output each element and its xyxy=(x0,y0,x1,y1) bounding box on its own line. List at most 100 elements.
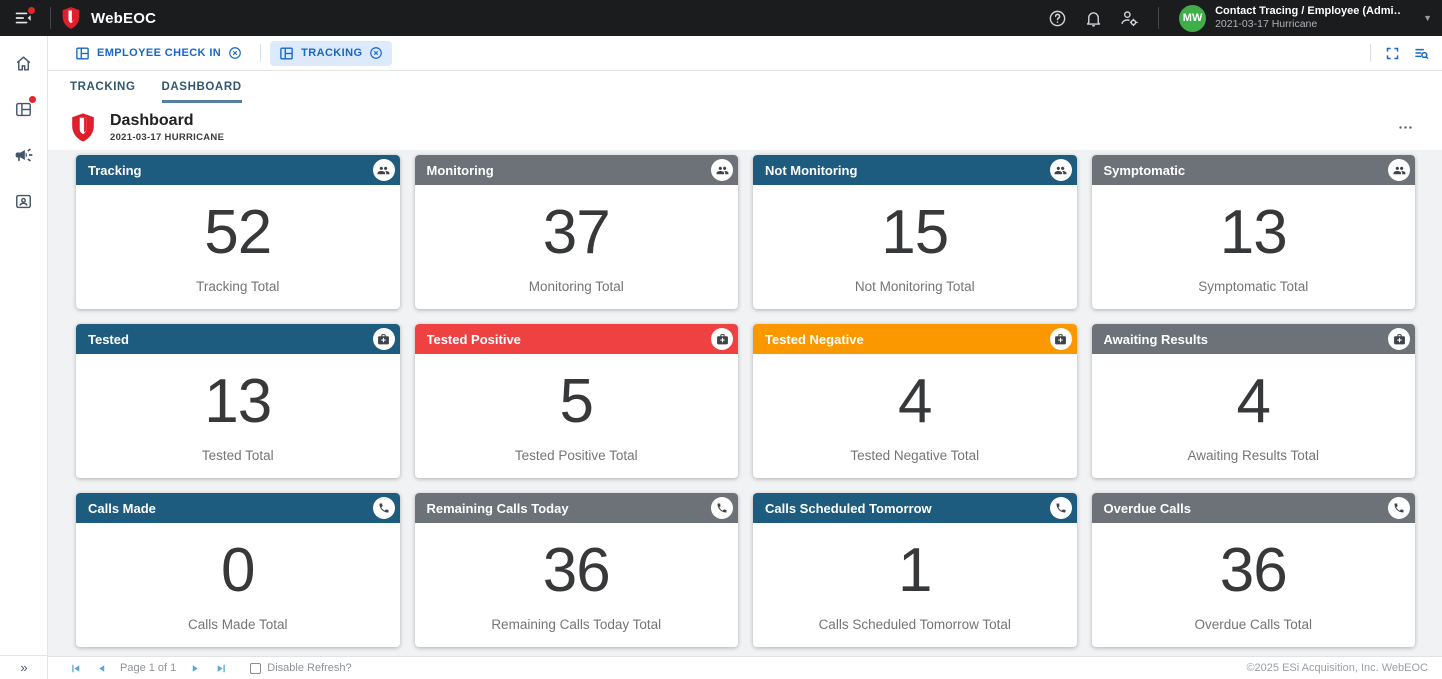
chevron-down-icon: ▼ xyxy=(1423,13,1432,23)
stat-card[interactable]: Tracking 52 Tracking Total xyxy=(76,155,400,309)
boards-notification-dot xyxy=(28,96,36,103)
stat-card-label: Tested Negative Total xyxy=(850,448,980,463)
stat-card-body: 36 Remaining Calls Today Total xyxy=(415,523,739,647)
stat-card-header: Symptomatic xyxy=(1091,155,1415,185)
manage-accounts-icon[interactable] xyxy=(1112,2,1146,34)
stat-card-title: Symptomatic xyxy=(1103,162,1186,178)
stat-card-body: 4 Tested Negative Total xyxy=(753,354,1077,478)
stat-card-title: Tested Positive xyxy=(426,331,521,347)
medical-icon xyxy=(711,328,733,350)
close-icon[interactable] xyxy=(369,46,383,60)
menu-open-icon[interactable] xyxy=(8,2,40,34)
board-logo-icon xyxy=(72,113,94,142)
sidebar-item-home[interactable] xyxy=(0,44,48,82)
board-search-icon[interactable] xyxy=(1414,45,1430,61)
topbar-divider xyxy=(50,7,51,29)
stat-card-body: 5 Tested Positive Total xyxy=(415,354,739,478)
stat-card-title: Monitoring xyxy=(426,162,494,178)
notifications-icon[interactable] xyxy=(1076,2,1110,34)
stat-card-value: 36 xyxy=(1219,535,1288,605)
phone-icon xyxy=(711,497,733,519)
sidebar-expand-button[interactable]: » xyxy=(0,655,48,679)
fullscreen-icon[interactable] xyxy=(1385,46,1400,61)
next-page-icon[interactable] xyxy=(182,659,208,677)
stat-card[interactable]: Monitoring 37 Monitoring Total xyxy=(414,155,739,309)
stat-card-value: 15 xyxy=(881,197,949,267)
stat-card-body: 37 Monitoring Total xyxy=(415,185,739,309)
topbar-divider xyxy=(1158,7,1160,29)
stat-card-body: 15 Not Monitoring Total xyxy=(753,185,1077,309)
previous-page-icon[interactable] xyxy=(88,659,114,677)
subtab-tracking[interactable]: TRACKING xyxy=(70,81,136,93)
stat-card[interactable]: Overdue Calls 36 Overdue Calls Total xyxy=(1091,493,1415,647)
footer-bar: Page 1 of 1 Disable Refresh? ©2025 ESi A… xyxy=(48,656,1442,679)
sidebar: » xyxy=(0,36,48,679)
page-title: Dashboard xyxy=(110,112,194,129)
stat-card-label: Tracking Total xyxy=(196,279,280,294)
sidebar-item-boards[interactable] xyxy=(0,90,48,128)
stat-card[interactable]: Calls Made 0 Calls Made Total xyxy=(76,493,400,647)
stat-card-header: Monitoring xyxy=(414,155,738,185)
stat-card-title: Tracking xyxy=(88,162,142,178)
stat-card-value: 5 xyxy=(559,366,594,436)
sidebar-item-contacts[interactable] xyxy=(0,182,48,220)
avatar: MW xyxy=(1179,4,1207,32)
stat-card-label: Monitoring Total xyxy=(528,279,624,294)
stat-card[interactable]: Remaining Calls Today 36 Remaining Calls… xyxy=(414,493,739,647)
close-icon[interactable] xyxy=(228,46,242,60)
disable-refresh-checkbox[interactable] xyxy=(250,662,262,674)
stat-card[interactable]: Tested Negative 4 Tested Negative Total xyxy=(753,324,1077,478)
campaign-icon xyxy=(15,148,32,162)
stat-card-header: Tested Positive xyxy=(414,324,738,354)
stat-card[interactable]: Calls Scheduled Tomorrow 1 Calls Schedul… xyxy=(753,493,1077,647)
last-page-icon[interactable] xyxy=(208,659,234,677)
tab-tracking[interactable]: TRACKING xyxy=(270,40,393,66)
tab-employee-check-in[interactable]: EMPLOYEE CHECK IN xyxy=(66,41,251,66)
user-incident: 2021-03-17 Hurricane xyxy=(1215,18,1318,31)
stat-card-header: Remaining Calls Today xyxy=(414,493,738,523)
stat-card-title: Calls Scheduled Tomorrow xyxy=(765,500,932,516)
stat-card[interactable]: Symptomatic 13 Symptomatic Total xyxy=(1091,155,1416,309)
medical-icon xyxy=(1049,328,1072,350)
disable-refresh-label: Disable Refresh? xyxy=(267,662,352,674)
help-icon[interactable] xyxy=(1040,2,1074,34)
stat-card-label: Overdue Calls Total xyxy=(1194,617,1313,632)
stat-card-label: Awaiting Results Total xyxy=(1187,448,1320,463)
stat-card-header: Overdue Calls xyxy=(1091,493,1415,523)
webeoc-logo-icon xyxy=(62,7,80,29)
stat-card-label: Tested Positive Total xyxy=(514,448,638,463)
stat-card[interactable]: Not Monitoring 15 Not Monitoring Total xyxy=(753,155,1077,309)
medical-icon xyxy=(1388,328,1410,350)
user-name: Contact Tracing / Employee (Admi… xyxy=(1215,4,1401,17)
groups-icon xyxy=(372,159,395,181)
stat-card-value: 52 xyxy=(204,197,272,267)
stat-card-title: Not Monitoring xyxy=(765,162,858,178)
stat-card-title: Overdue Calls xyxy=(1103,500,1191,516)
stat-card-label: Tested Total xyxy=(201,448,274,463)
more-options-icon[interactable] xyxy=(1397,119,1414,136)
sidebar-item-announcements[interactable] xyxy=(0,136,48,174)
medical-icon xyxy=(372,328,395,350)
stat-card[interactable]: Awaiting Results 4 Awaiting Results Tota… xyxy=(1091,324,1415,478)
stat-card[interactable]: Tested 13 Tested Total xyxy=(76,324,400,478)
user-menu[interactable]: MW Contact Tracing / Employee (Admi… 202… xyxy=(1179,4,1432,32)
copyright-text: ©2025 ESi Acquisition, Inc. WebEOC xyxy=(1246,662,1428,674)
subtab-dashboard[interactable]: DASHBOARD xyxy=(161,81,242,103)
disable-refresh-control[interactable]: Disable Refresh? xyxy=(250,662,352,674)
stat-card-title: Remaining Calls Today xyxy=(426,500,569,516)
stat-card-title: Awaiting Results xyxy=(1103,331,1209,347)
stat-card-value: 36 xyxy=(542,535,611,605)
boards-icon xyxy=(16,102,31,116)
dashboard-cards-grid: Tracking 52 Tracking Total Monitoring 37… xyxy=(48,150,1442,656)
stat-card-body: 13 Symptomatic Total xyxy=(1092,185,1416,309)
stat-card-value: 4 xyxy=(1236,366,1271,436)
stat-card-label: Remaining Calls Today Total xyxy=(491,617,662,632)
first-page-icon[interactable] xyxy=(62,659,88,677)
stat-card-label: Not Monitoring Total xyxy=(854,279,975,294)
stat-card-value: 13 xyxy=(204,366,272,436)
board-tabstrip: EMPLOYEE CHECK IN TRACKING xyxy=(48,36,1442,71)
tab-divider xyxy=(260,44,262,62)
stat-card[interactable]: Tested Positive 5 Tested Positive Total xyxy=(414,324,739,478)
stat-card-value: 13 xyxy=(1219,197,1288,267)
board-icon xyxy=(280,47,293,59)
